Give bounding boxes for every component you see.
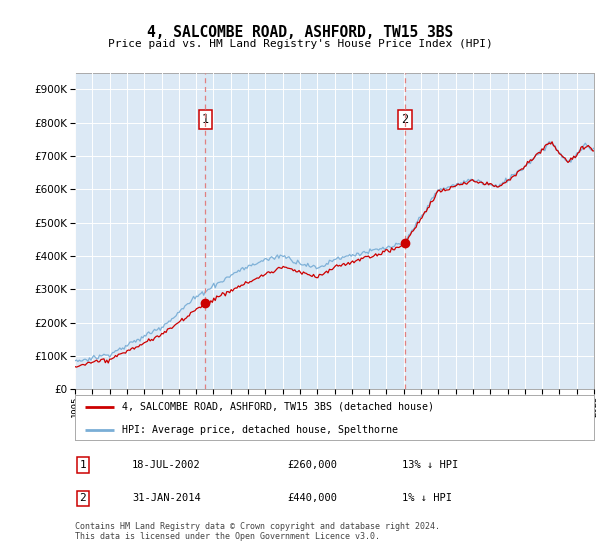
Text: 4, SALCOMBE ROAD, ASHFORD, TW15 3BS (detached house): 4, SALCOMBE ROAD, ASHFORD, TW15 3BS (det… xyxy=(122,402,434,412)
Text: 18-JUL-2002: 18-JUL-2002 xyxy=(132,460,201,470)
Text: 2: 2 xyxy=(79,493,86,503)
Text: 1% ↓ HPI: 1% ↓ HPI xyxy=(402,493,452,503)
Text: 1: 1 xyxy=(79,460,86,470)
Text: HPI: Average price, detached house, Spelthorne: HPI: Average price, detached house, Spel… xyxy=(122,424,398,435)
Text: 2: 2 xyxy=(401,113,409,126)
Text: 13% ↓ HPI: 13% ↓ HPI xyxy=(402,460,458,470)
Bar xyxy=(205,73,405,389)
Text: £260,000: £260,000 xyxy=(288,460,338,470)
Text: 31-JAN-2014: 31-JAN-2014 xyxy=(132,493,201,503)
Text: £440,000: £440,000 xyxy=(288,493,338,503)
Text: Price paid vs. HM Land Registry's House Price Index (HPI): Price paid vs. HM Land Registry's House … xyxy=(107,39,493,49)
Text: 1: 1 xyxy=(202,113,209,126)
Text: Contains HM Land Registry data © Crown copyright and database right 2024.
This d: Contains HM Land Registry data © Crown c… xyxy=(75,522,440,542)
Text: 4, SALCOMBE ROAD, ASHFORD, TW15 3BS: 4, SALCOMBE ROAD, ASHFORD, TW15 3BS xyxy=(147,25,453,40)
